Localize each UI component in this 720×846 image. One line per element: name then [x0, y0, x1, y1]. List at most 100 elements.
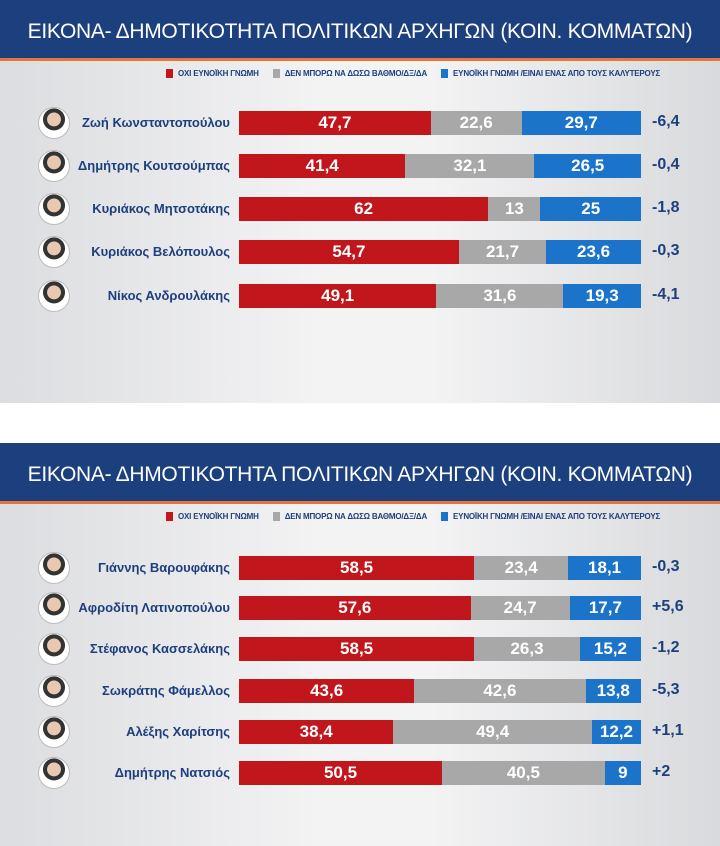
legend-label: ΔΕΝ ΜΠΟΡΩ ΝΑ ΔΩΣΩ ΒΑΘΜΟ/ΔΞ/ΔΑ — [284, 512, 428, 521]
data-label: 18,1 — [588, 558, 622, 577]
category-label: Δημήτρης Νατσιός — [114, 765, 230, 780]
category-label: Αφροδίτη Λατινοπούλου — [78, 600, 230, 615]
data-label: 9 — [618, 763, 628, 782]
data-label: 50,5 — [323, 763, 358, 782]
legend-swatch — [441, 69, 449, 79]
stacked-bar: 62 13 25 — [239, 197, 641, 221]
data-label: 57,6 — [338, 598, 372, 617]
avatar — [38, 193, 70, 225]
bar-segment: 13,8 — [585, 679, 641, 703]
bar-segment: 42,6 — [414, 679, 586, 703]
legend-swatch — [272, 69, 280, 79]
change-label: +2 — [652, 763, 671, 780]
legend-item: ΕΥΝΟΪΚΗ ΓΝΩΜΗ /ΕΙΝΑΙ ΕΝΑΣ ΑΠΟ ΤΟΥΣ ΚΑΛΥΤ… — [441, 69, 661, 79]
legend-item: ΔΕΝ ΜΠΟΡΩ ΝΑ ΔΩΣΩ ΒΑΘΜΟ/ΔΞ/ΔΑ — [272, 512, 428, 522]
data-label: 32,1 — [453, 156, 487, 175]
data-label: 19,3 — [585, 286, 619, 305]
bar-segment: 38,4 — [239, 720, 394, 744]
change-label: -5,3 — [652, 681, 680, 698]
category-label: Δημήτρης Κουτσούμπας — [77, 158, 230, 173]
legend-item: ΟΧΙ ΕΥΝΟΪΚΗ ΓΝΩΜΗ — [166, 512, 259, 522]
bar-segment: 41,4 — [239, 154, 406, 178]
bar-segment: 9 — [604, 761, 641, 785]
avatar — [38, 552, 70, 584]
bar-segment: 23,6 — [546, 240, 641, 264]
avatar — [38, 675, 70, 707]
stacked-bar: 38,4 49,4 12,2 — [239, 720, 641, 744]
legend-item: ΔΕΝ ΜΠΟΡΩ ΝΑ ΔΩΣΩ ΒΑΘΜΟ/ΔΞ/ΔΑ — [272, 69, 427, 79]
change-label: -6,4 — [652, 113, 680, 130]
bar-segment: 43,6 — [239, 679, 415, 703]
chart-panel-2: ΕΙΚΟΝΑ- ΔΗΜΟΤΙΚΟΤΗΤΑ ΠΟΛΙΤΙΚΩΝ ΑΡΧΗΓΩΝ (… — [0, 443, 720, 846]
data-label: 62 — [354, 199, 374, 218]
avatar — [38, 280, 70, 312]
legend-item: ΕΥΝΟΪΚΗ ΓΝΩΜΗ /ΕΙΝΑΙ ΕΝΑΣ ΑΠΟ ΤΟΥΣ ΚΑΛΥΤ… — [441, 512, 661, 522]
bar-segment: 62 — [239, 197, 489, 221]
data-label: 13 — [504, 199, 524, 218]
legend: ΟΧΙ ΕΥΝΟΪΚΗ ΓΝΩΜΗ ΔΕΝ ΜΠΟΡΩ ΝΑ ΔΩΣΩ ΒΑΘΜΟ… — [166, 512, 661, 522]
bar-segment: 58,5 — [239, 556, 475, 580]
category-label: Στέφανος Κασσελάκης — [89, 641, 230, 656]
bar-segment: 58,5 — [239, 637, 475, 661]
data-label: 26,5 — [571, 156, 605, 175]
data-label: 22,6 — [459, 113, 493, 132]
bar-row: Αλέξης Χαρίτσης 38,4 49,4 12,2 +1,1 — [0, 716, 720, 748]
stacked-bar: 49,1 31,6 19,3 — [239, 284, 641, 308]
bar-segment: 22,6 — [430, 111, 522, 135]
change-label: -0,3 — [652, 242, 680, 259]
legend-label: ΕΥΝΟΪΚΗ ΓΝΩΜΗ /ΕΙΝΑΙ ΕΝΑΣ ΑΠΟ ΤΟΥΣ ΚΑΛΥΤ… — [453, 69, 661, 78]
change-label: -0,3 — [652, 558, 680, 575]
data-label: 15,2 — [593, 639, 627, 658]
data-label: 24,7 — [503, 598, 537, 617]
avatar — [38, 716, 70, 748]
bar-segment: 29,7 — [521, 111, 641, 135]
bar-row: Αφροδίτη Λατινοπούλου 57,6 24,7 17,7 +5,6 — [0, 592, 720, 624]
chart-title: ΕΙΚΟΝΑ- ΔΗΜΟΤΙΚΟΤΗΤΑ ΠΟΛΙΤΙΚΩΝ ΑΡΧΗΓΩΝ (… — [0, 443, 720, 504]
bar-segment: 40,5 — [442, 761, 605, 785]
category-label: Νίκος Ανδρουλάκης — [107, 288, 230, 303]
bar-segment: 57,6 — [239, 596, 471, 620]
data-label: 29,7 — [564, 113, 598, 132]
bar-segment: 31,6 — [436, 284, 564, 308]
legend-label: ΕΥΝΟΪΚΗ ΓΝΩΜΗ /ΕΙΝΑΙ ΕΝΑΣ ΑΠΟ ΤΟΥΣ ΚΑΛΥΤ… — [453, 512, 661, 521]
bar-segment: 26,5 — [534, 154, 641, 178]
data-label: 43,6 — [310, 681, 344, 700]
avatar — [38, 592, 70, 624]
legend: ΟΧΙ ΕΥΝΟΪΚΗ ΓΝΩΜΗ ΔΕΝ ΜΠΟΡΩ ΝΑ ΔΩΣΩ ΒΑΘΜΟ… — [166, 69, 661, 79]
legend-swatch — [166, 69, 173, 79]
legend-label: ΟΧΙ ΕΥΝΟΪΚΗ ΓΝΩΜΗ — [178, 69, 259, 78]
bar-row: Κυριάκος Βελόπουλος 54,7 21,7 23,6 -0,3 — [0, 236, 720, 268]
bar-row: Σωκράτης Φάμελλος 43,6 42,6 13,8 -5,3 — [0, 675, 720, 707]
avatar — [38, 236, 70, 268]
category-label: Γιάννης Βαρουφάκης — [98, 560, 230, 575]
legend-swatch — [272, 512, 280, 522]
legend-swatch — [441, 512, 449, 522]
stacked-bar: 50,5 40,5 9 — [239, 761, 641, 785]
stacked-bar: 47,7 22,6 29,7 — [239, 111, 641, 135]
legend-item: ΟΧΙ ΕΥΝΟΪΚΗ ΓΝΩΜΗ — [166, 69, 259, 79]
chart-body: ΟΧΙ ΕΥΝΟΪΚΗ ΓΝΩΜΗ ΔΕΝ ΜΠΟΡΩ ΝΑ ΔΩΣΩ ΒΑΘΜΟ… — [0, 504, 720, 846]
data-label: 41,4 — [305, 156, 339, 175]
data-label: 54,7 — [332, 242, 366, 261]
bar-row: Γιάννης Βαρουφάκης 58,5 23,4 18,1 -0,3 — [0, 552, 720, 584]
bar-row: Δημήτρης Κουτσούμπας 41,4 32,1 26,5 -0,4 — [0, 150, 720, 182]
change-label: -4,1 — [652, 286, 680, 303]
data-label: 47,7 — [318, 113, 352, 132]
bar-row: Κυριάκος Μητσοτάκης 62 13 25 -1,8 — [0, 193, 720, 225]
data-label: 23,6 — [576, 242, 611, 261]
data-label: 31,6 — [483, 286, 517, 305]
bar-segment: 21,7 — [458, 240, 547, 264]
stacked-bar: 41,4 32,1 26,5 — [239, 154, 641, 178]
bar-segment: 12,2 — [591, 720, 641, 744]
bar-segment: 49,4 — [393, 720, 592, 744]
chart-title: ΕΙΚΟΝΑ- ΔΗΜΟΤΙΚΟΤΗΤΑ ΠΟΛΙΤΙΚΩΝ ΑΡΧΗΓΩΝ (… — [0, 0, 720, 61]
avatar — [38, 107, 70, 139]
change-label: +1,1 — [652, 722, 684, 739]
bar-row: Δημήτρης Νατσιός 50,5 40,5 9 +2 — [0, 757, 720, 789]
data-label: 26,3 — [510, 639, 544, 658]
data-label: 38,4 — [299, 722, 333, 741]
bar-segment: 15,2 — [579, 637, 641, 661]
legend-label: ΟΧΙ ΕΥΝΟΪΚΗ ΓΝΩΜΗ — [178, 512, 259, 521]
change-label: +5,6 — [652, 598, 684, 615]
bar-segment: 26,3 — [474, 637, 580, 661]
